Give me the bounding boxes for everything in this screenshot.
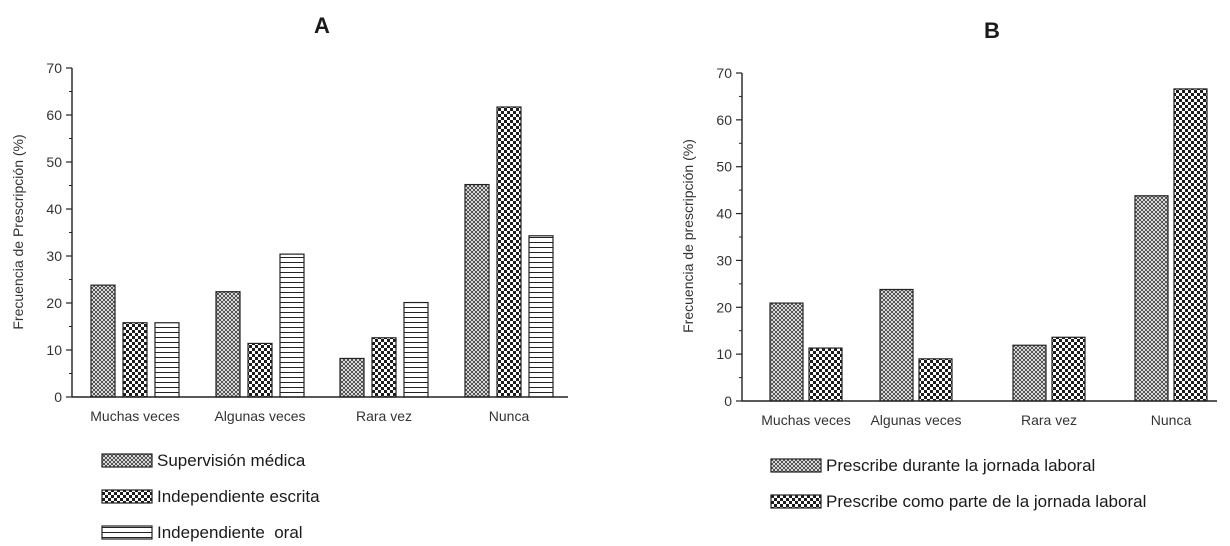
legend-a-swatch-supervision (101, 453, 153, 468)
chart-a-bar-supervision-medica-rara-vez (339, 357, 365, 398)
chart-b-title: B (984, 18, 1000, 43)
legend-a-label-oral: Independiente oral (157, 523, 303, 542)
chart-a-category-label-algunas-veces: Algunas veces (214, 408, 305, 424)
legend-a-label-supervision: Supervisión médica (157, 451, 306, 470)
chart-a-bar-supervision-medica-algunas-veces (215, 291, 241, 398)
chart-a-bar-independiente-oral-algunas-veces (279, 253, 305, 398)
chart-b-ytick-label: 60 (716, 112, 732, 128)
chart-b: B Frecuencia de prescripción (%) 0 10 20 30… (680, 18, 1217, 511)
chart-a-bar-supervision-medica-nunca (464, 183, 490, 398)
legend-b-swatch-durante (770, 458, 822, 473)
chart-a-bar-independiente-escrita-nunca (496, 106, 522, 398)
chart-a-ytick-label: 30 (46, 248, 62, 264)
chart-b-ytick-label: 20 (716, 299, 732, 315)
chart-b-category-label-algunas-veces: Algunas veces (870, 412, 961, 428)
legend-b-swatch-parte (770, 494, 822, 509)
chart-a-ytick-label: 70 (46, 60, 62, 76)
chart-b-bar-prescribe-como-parte-de-la-jornada-laboral-algunas-veces (918, 358, 953, 402)
chart-a-bar-independiente-escrita-algunas-veces (247, 342, 273, 398)
chart-b-ytick-label: 50 (716, 159, 732, 175)
chart-a-bar-independiente-escrita-rara-vez (371, 337, 397, 398)
legend-a-label-escrita: Independiente escrita (157, 487, 320, 506)
chart-a-ytick-label: 0 (54, 389, 62, 405)
chart-b-ytick-label: 70 (716, 65, 732, 81)
chart-b-bar-prescribe-durante-la-jornada-laboral-nunca (1134, 195, 1169, 402)
chart-b-x-tick-labels: Muchas veces Algunas veces Rara vez Nunca (761, 412, 1191, 428)
legend-b-label-parte: Prescribe como parte de la jornada labor… (826, 492, 1146, 511)
chart-b-bar-prescribe-como-parte-de-la-jornada-laboral-nunca (1173, 88, 1208, 402)
chart-a-bar-independiente-oral-rara-vez (403, 301, 429, 398)
chart-a-category-label-nunca: Nunca (489, 408, 530, 424)
chart-a-ytick-label: 60 (46, 107, 62, 123)
chart-a-ytick-label: 20 (46, 295, 62, 311)
chart-a-ytick-label: 10 (46, 342, 62, 358)
legend-a-item-oral: Independiente oral (101, 523, 303, 542)
chart-a-x-tick-labels: Muchas veces Algunas veces Rara vez Nunca (90, 408, 529, 424)
legend-b-item-parte: Prescribe como parte de la jornada labor… (770, 492, 1146, 511)
chart-b-ytick-label: 40 (716, 206, 732, 222)
chart-b-ytick-label: 10 (716, 346, 732, 362)
chart-a-bar-independiente-oral-nunca (528, 235, 554, 398)
chart-b-bar-prescribe-como-parte-de-la-jornada-laboral-rara-vez (1051, 336, 1086, 402)
chart-b-y-ticks: 0 10 20 30 40 50 60 70 (716, 65, 742, 409)
legend-b-item-durante: Prescribe durante la jornada laboral (770, 456, 1095, 475)
chart-b-category-label-muchas-veces: Muchas veces (761, 412, 850, 428)
chart-b-bars (769, 88, 1208, 402)
chart-a-ytick-label: 50 (46, 154, 62, 170)
chart-b-legend: Prescribe durante la jornada laboral Pre… (770, 456, 1146, 511)
chart-a-bar-independiente-escrita-muchas-veces (122, 322, 148, 398)
chart-b-category-label-nunca: Nunca (1151, 412, 1192, 428)
chart-b-category-label-rara-vez: Rara vez (1021, 412, 1077, 428)
chart-a-bars (90, 106, 554, 398)
legend-a-swatch-oral (101, 525, 153, 540)
legend-b-label-durante: Prescribe durante la jornada laboral (826, 456, 1095, 475)
chart-b-ytick-label: 30 (716, 252, 732, 268)
chart-a-title: A (314, 13, 330, 38)
legend-a-item-escrita: Independiente escrita (101, 487, 320, 506)
chart-a-y-ticks: 0 10 20 30 40 50 60 70 (46, 60, 72, 405)
chart-b-ytick-label: 0 (724, 393, 732, 409)
chart-b-bar-prescribe-como-parte-de-la-jornada-laboral-muchas-veces (808, 347, 843, 402)
chart-a: A Frecuencia de Prescripción (%) 0 10 20 30… (10, 13, 568, 542)
legend-a-swatch-escrita (101, 489, 153, 504)
legend-a-item-supervision: Supervisión médica (101, 451, 306, 470)
chart-b-y-axis-label: Frecuencia de prescripción (%) (680, 139, 696, 333)
chart-a-legend: Supervisión médica Independiente escrita… (101, 451, 320, 542)
chart-a-bar-supervision-medica-muchas-veces (90, 284, 116, 398)
chart-b-bar-prescribe-durante-la-jornada-laboral-muchas-veces (769, 302, 804, 402)
chart-b-bar-prescribe-durante-la-jornada-laboral-algunas-veces (879, 288, 914, 402)
chart-a-category-label-muchas-veces: Muchas veces (90, 408, 179, 424)
chart-a-y-axis-label: Frecuencia de Prescripción (%) (10, 134, 26, 329)
chart-b-bar-prescribe-durante-la-jornada-laboral-rara-vez (1012, 344, 1047, 402)
chart-a-bar-independiente-oral-muchas-veces (154, 322, 180, 398)
chart-a-category-label-rara-vez: Rara vez (356, 408, 412, 424)
chart-a-ytick-label: 40 (46, 201, 62, 217)
